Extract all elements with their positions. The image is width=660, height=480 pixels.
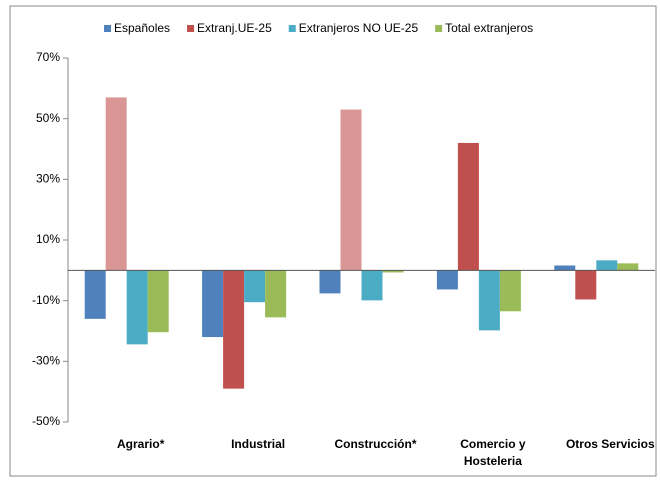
bar bbox=[84, 270, 106, 319]
bar bbox=[478, 270, 500, 331]
bar bbox=[105, 97, 127, 271]
legend-label: Extranj.UE-25 bbox=[197, 21, 272, 35]
y-tick-label: -10% bbox=[32, 293, 60, 307]
bar bbox=[223, 270, 245, 389]
legend-label: Extranjeros NO UE-25 bbox=[299, 21, 419, 35]
bar bbox=[617, 263, 639, 271]
bar bbox=[202, 270, 224, 338]
bar bbox=[319, 270, 341, 294]
y-tick-label: -50% bbox=[32, 414, 60, 428]
legend-swatch bbox=[104, 25, 111, 32]
bar bbox=[340, 109, 362, 271]
x-tick-label: Comercio y Hosteleria bbox=[460, 437, 526, 468]
y-tick-label: 30% bbox=[36, 172, 60, 186]
bar bbox=[244, 270, 266, 303]
x-tick-label: Otros Servicios bbox=[565, 437, 655, 451]
bar bbox=[436, 270, 458, 290]
y-tick-label: -30% bbox=[32, 354, 60, 368]
y-tick-label: 70% bbox=[36, 50, 60, 64]
bar bbox=[596, 260, 618, 271]
bar bbox=[554, 265, 576, 271]
y-tick-label: 50% bbox=[36, 111, 60, 125]
bar bbox=[457, 142, 479, 271]
y-tick-label: 10% bbox=[36, 232, 60, 246]
bar bbox=[361, 270, 383, 301]
bar bbox=[265, 270, 287, 318]
x-tick-label: Construcción* bbox=[334, 437, 417, 451]
bar bbox=[382, 270, 404, 273]
legend-label: Total extranjeros bbox=[445, 21, 533, 35]
bar bbox=[499, 270, 521, 312]
legend-swatch bbox=[187, 25, 195, 32]
bar bbox=[575, 270, 597, 300]
legend-label: Españoles bbox=[114, 21, 170, 35]
legend-swatch bbox=[288, 25, 296, 32]
x-tick-label: Industrial bbox=[231, 437, 286, 451]
bar bbox=[147, 270, 169, 333]
bar bbox=[126, 270, 148, 345]
x-tick-label: Agrario* bbox=[117, 437, 165, 451]
legend-swatch bbox=[435, 25, 443, 32]
